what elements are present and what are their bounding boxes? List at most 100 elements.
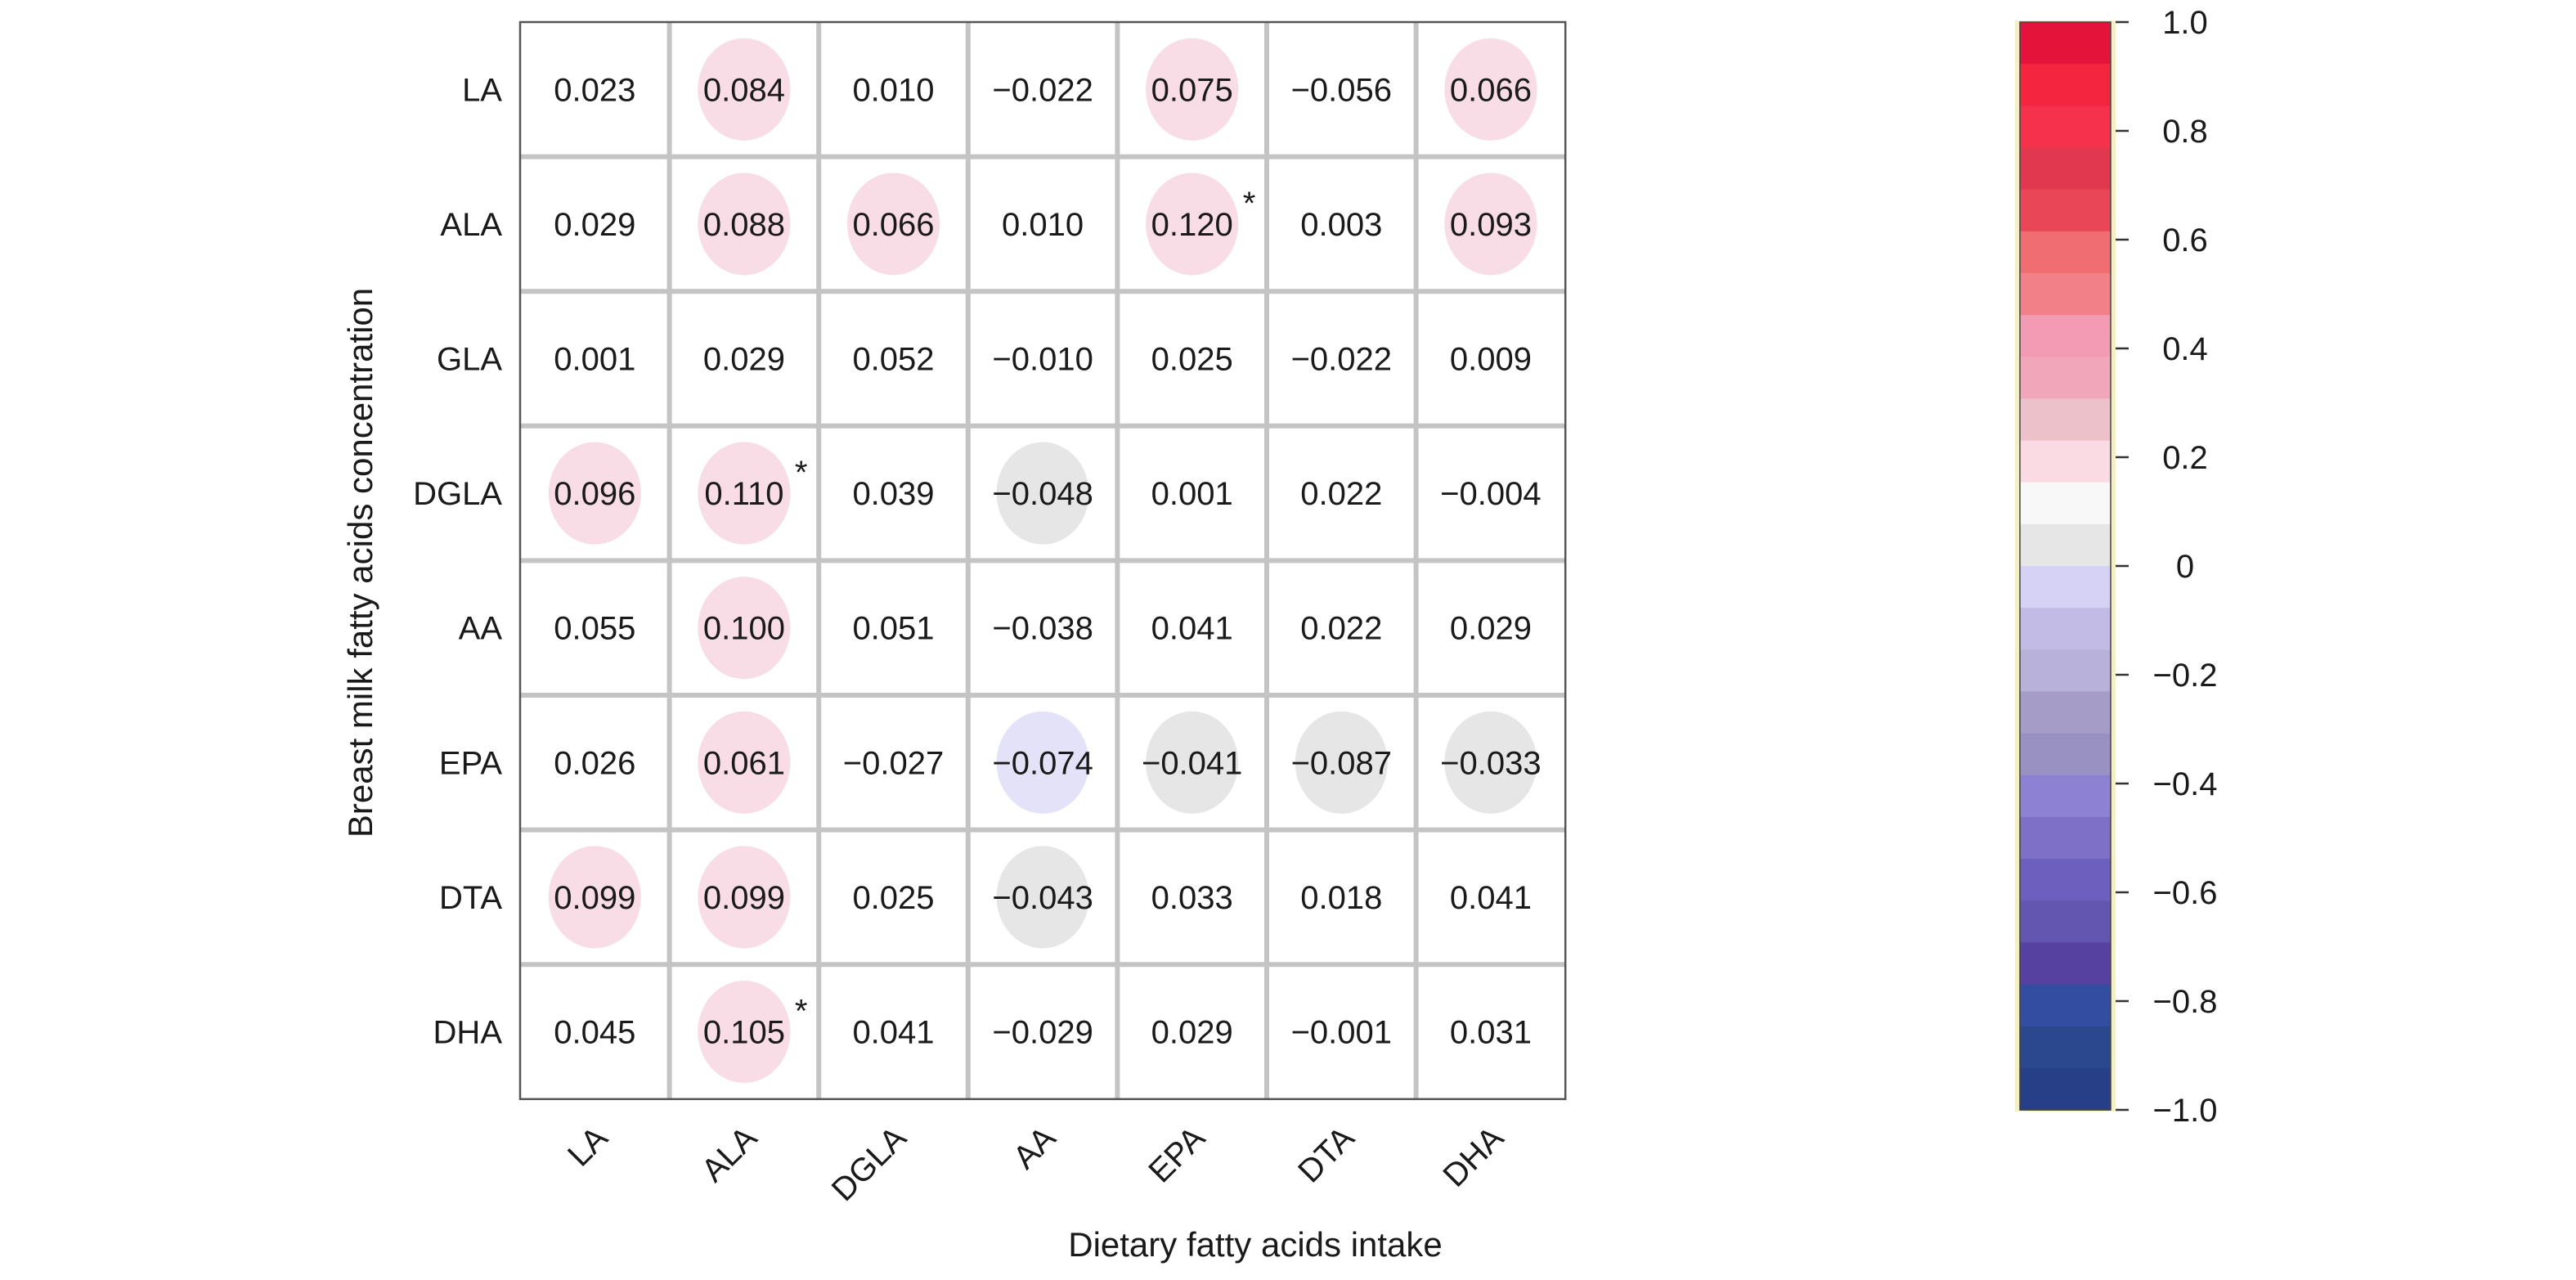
colorbar-segment xyxy=(2020,398,2111,442)
cell-value-label: −0.029 xyxy=(992,1015,1093,1051)
cell-value-label: 0.010 xyxy=(852,72,934,108)
heatmap-cell xyxy=(967,156,1118,292)
colorbar-segment xyxy=(2020,649,2111,693)
correlation-ellipse xyxy=(996,442,1089,545)
colorbar-tick-label: −0.6 xyxy=(2153,875,2218,911)
heatmap-cell xyxy=(1267,156,1416,292)
cell-value-label: 0.096 xyxy=(554,476,635,512)
correlation-ellipses xyxy=(548,38,1537,1084)
colorbar-segment xyxy=(2020,984,2111,1027)
colorbar-segment xyxy=(2020,272,2111,316)
cell-value-label: 0.055 xyxy=(554,611,635,647)
heatmap-cell xyxy=(1416,829,1566,965)
y-tick-label: DHA xyxy=(433,1015,503,1051)
y-tick-label: LA xyxy=(462,72,502,108)
colorbar-segment xyxy=(2020,482,2111,525)
cell-value-label: 0.045 xyxy=(554,1015,635,1051)
y-tick-label: EPA xyxy=(439,745,502,781)
cell-value-label: 0.010 xyxy=(1002,207,1084,243)
cell-value-label: 0.029 xyxy=(1450,611,1532,647)
correlation-ellipse xyxy=(1146,38,1239,141)
cell-value-label: −0.004 xyxy=(1440,476,1541,512)
cell-value-label: 0.026 xyxy=(554,745,635,781)
colorbar-tick-label: −0.4 xyxy=(2153,766,2218,802)
correlation-ellipse xyxy=(996,711,1089,814)
heatmap-cell xyxy=(1117,964,1267,1099)
heatmap-cell xyxy=(1416,964,1566,1099)
colorbar-tick-label: −0.8 xyxy=(2153,984,2218,1020)
cell-value-label: −0.038 xyxy=(992,611,1093,647)
colorbar-tick-label: −1.0 xyxy=(2153,1093,2218,1129)
correlation-ellipse xyxy=(548,846,641,949)
colorbar-segment xyxy=(2020,942,2111,986)
heatmap-cell xyxy=(1416,291,1566,426)
colorbar-segment xyxy=(2020,440,2111,483)
heatmap-cell xyxy=(967,22,1118,157)
heatmap-cell xyxy=(1267,22,1416,157)
y-tick-label: DGLA xyxy=(413,476,502,512)
significance-marker: * xyxy=(795,455,808,491)
x-tick-label: LA xyxy=(561,1120,615,1174)
colorbar-segment xyxy=(2020,357,2111,400)
x-tick-label: EPA xyxy=(1142,1120,1212,1190)
cell-value-label: 0.066 xyxy=(852,207,934,243)
cell-value-label: 0.051 xyxy=(852,611,934,647)
cell-value-label: 0.110 xyxy=(704,476,783,512)
heatmap-cell xyxy=(669,291,819,426)
cell-value-label: 0.023 xyxy=(554,72,635,108)
heatmap-cells xyxy=(520,22,1566,1099)
x-tick-label: DHA xyxy=(1436,1120,1510,1194)
cell-value-label: 0.041 xyxy=(852,1015,934,1051)
colorbar-tick-label: −0.2 xyxy=(2153,658,2218,694)
correlation-ellipse xyxy=(698,38,791,141)
heatmap-cell xyxy=(819,964,968,1099)
heatmap-cell xyxy=(819,425,968,561)
cell-value-label: 0.003 xyxy=(1300,207,1382,243)
correlation-ellipse xyxy=(1444,173,1537,276)
cell-value-label: −0.087 xyxy=(1291,745,1392,781)
cell-value-label: 0.061 xyxy=(703,745,785,781)
cell-value-label: 0.029 xyxy=(703,342,785,378)
heatmap-cell xyxy=(520,560,670,695)
colorbar-segment xyxy=(2020,691,2111,734)
cell-value-label: 0.009 xyxy=(1450,342,1532,378)
heatmap-grid xyxy=(518,20,1567,1101)
heatmap-cell xyxy=(819,695,968,830)
cell-value-label: −0.043 xyxy=(992,880,1093,916)
plot-frame xyxy=(518,20,1567,1101)
correlation-ellipse xyxy=(1444,711,1537,814)
y-tick-label: AA xyxy=(459,611,503,647)
colorbar-tick-label: 0.4 xyxy=(2162,331,2208,367)
cell-value-label: −0.001 xyxy=(1291,1015,1392,1051)
cell-value-label: 0.093 xyxy=(1450,207,1532,243)
cell-value-label: 0.075 xyxy=(1151,72,1233,108)
colorbar-segment xyxy=(2020,22,2111,65)
heatmap-cell xyxy=(1117,291,1267,426)
colorbar-segment xyxy=(2020,733,2111,776)
cell-value-label: −0.056 xyxy=(1291,72,1392,108)
correlation-ellipse xyxy=(698,846,791,949)
colorbar-segment xyxy=(2020,1026,2111,1069)
heatmap-cell xyxy=(1117,829,1267,965)
cell-value-label: 0.031 xyxy=(1450,1015,1532,1051)
significance-marker: * xyxy=(795,994,808,1030)
correlation-ellipse xyxy=(698,173,791,276)
cell-value-label: −0.022 xyxy=(992,72,1093,108)
correlation-ellipse xyxy=(698,711,791,814)
significance-marker: * xyxy=(1243,186,1256,222)
correlation-ellipse xyxy=(846,173,940,276)
x-tick-label: DTA xyxy=(1291,1120,1362,1190)
colorbar-segment xyxy=(2020,1067,2111,1111)
correlation-ellipse xyxy=(1295,711,1388,814)
cell-value-label: 0.084 xyxy=(703,72,785,108)
colorbar-segment xyxy=(2020,859,2111,902)
cell-value-label: 0.001 xyxy=(554,342,635,378)
heatmap-cell xyxy=(967,560,1118,695)
colorbar-tick-label: 0.2 xyxy=(2162,440,2208,476)
cell-value-label: 0.029 xyxy=(554,207,635,243)
cell-value-label: 0.105 xyxy=(703,1015,785,1051)
colorbar xyxy=(2015,20,2116,1112)
cell-value-label: 0.066 xyxy=(1450,72,1532,108)
correlation-ellipse xyxy=(1146,711,1239,814)
colorbar-segment xyxy=(2020,523,2111,567)
